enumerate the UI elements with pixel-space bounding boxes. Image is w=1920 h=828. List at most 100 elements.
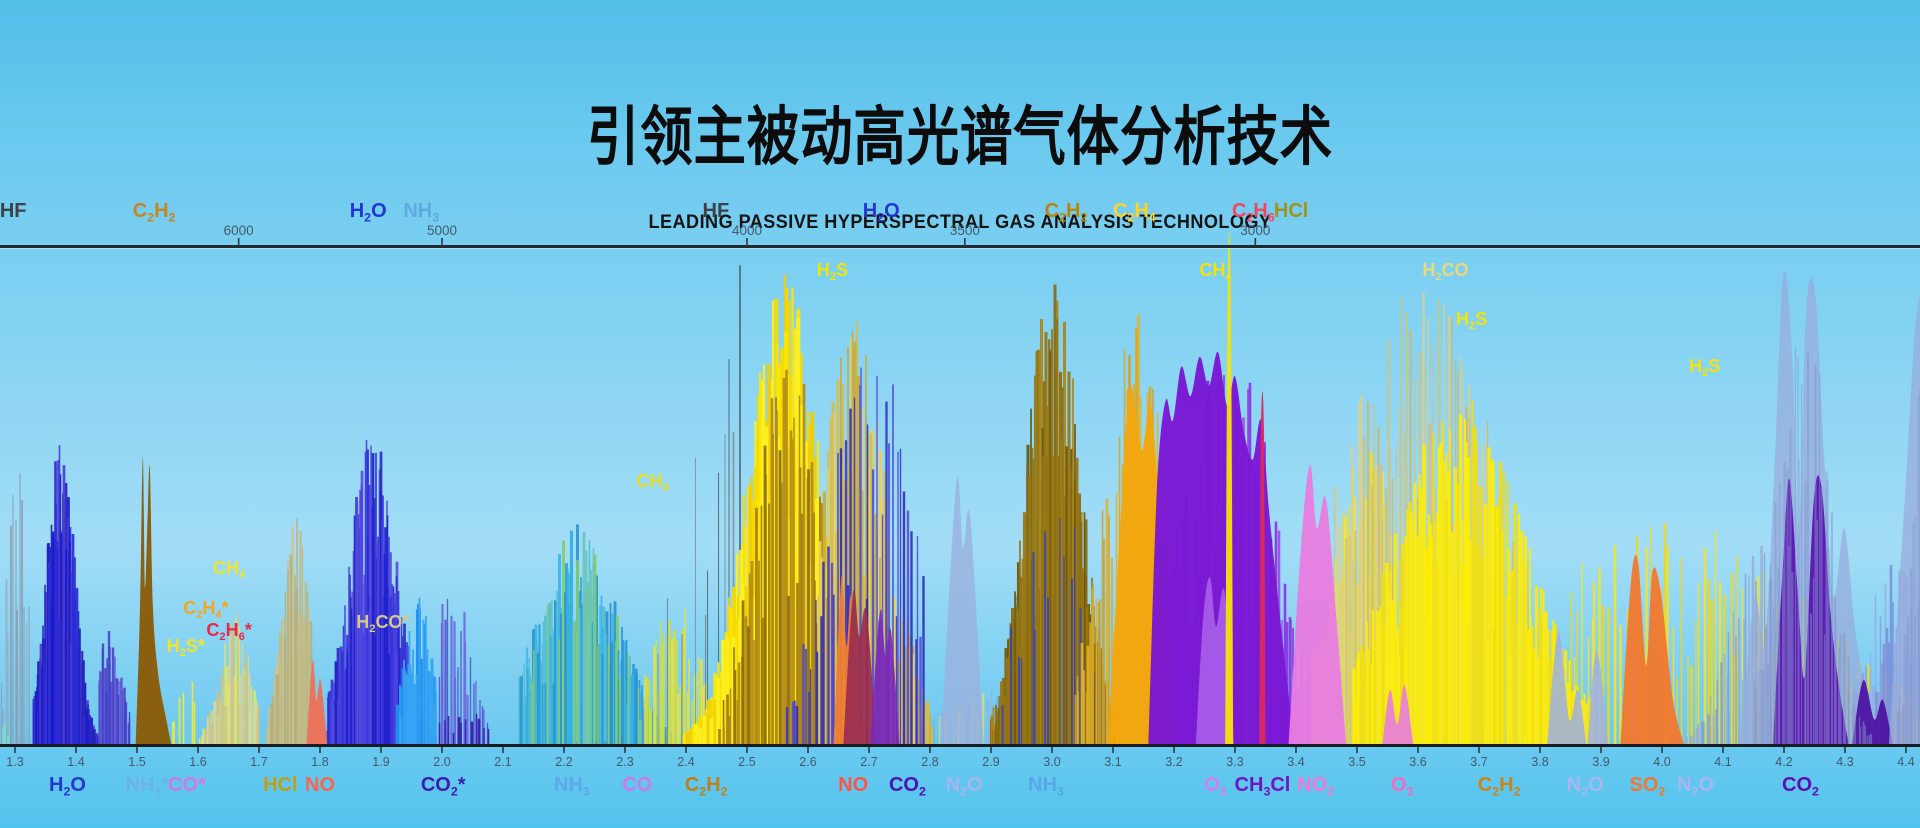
gas-label: N2O: [1677, 774, 1714, 798]
gas-label: C2H2: [685, 774, 728, 798]
gas-label: H2CO*: [356, 612, 409, 635]
spectral-line-band: [706, 359, 757, 744]
top-axis-tick-label: 6000: [224, 223, 254, 238]
bottom-axis-tick-label: 1.3: [6, 755, 23, 769]
gas-label: N2O: [946, 774, 983, 798]
spectral-line-band: [7, 735, 10, 744]
gas-label: NO2: [1297, 774, 1334, 798]
bottom-axis-tick-label: 1.6: [189, 755, 206, 769]
spectral-fill-band: [1888, 295, 1920, 744]
bottom-axis-tick-label: 2.9: [982, 755, 999, 769]
gas-label: C2H2: [1478, 774, 1521, 798]
spectral-fill-band: [1288, 464, 1346, 744]
bottom-axis-tick-label: 3.7: [1470, 755, 1487, 769]
gas-label: CH3Cl: [1235, 774, 1291, 798]
spectral-fill-band: [870, 609, 900, 744]
gas-label: O3: [1391, 774, 1414, 798]
top-axis-highlight: [0, 248, 1920, 249]
bottom-axis-tick-label: 1.5: [128, 755, 145, 769]
bottom-axis-tick-label: 2.2: [555, 755, 572, 769]
spectral-line-band: [620, 598, 707, 744]
spectral-fill-band: [1620, 554, 1684, 744]
top-axis-tick-label: 4000: [732, 223, 762, 238]
spectral-line-band: [785, 401, 888, 744]
spectral-line-band: [398, 658, 436, 744]
spectral-fill-band: [1148, 351, 1295, 744]
bottom-axis-tick-label: 2.8: [921, 755, 938, 769]
gas-label: H2O: [350, 200, 387, 224]
bottom-axis-tick-label: 3.8: [1531, 755, 1548, 769]
spectral-line-band: [648, 621, 694, 744]
gas-label: CO*: [168, 774, 206, 796]
bottom-axis-tick-label: 3.6: [1409, 755, 1426, 769]
gas-label: C2H4: [1113, 200, 1156, 224]
gas-label: CO2*: [421, 774, 466, 798]
gas-label: CH4: [1199, 260, 1232, 283]
gas-label: CO2: [1782, 774, 1819, 798]
gas-label: N2O: [1567, 774, 1604, 798]
gas-label: H2O: [863, 200, 900, 224]
spectral-line-band: [9, 500, 24, 744]
bottom-axis-tick-label: 1.7: [250, 755, 267, 769]
gas-label: CH4: [636, 471, 669, 494]
spectral-line-band: [1701, 619, 1788, 744]
spectral-line-band: [808, 384, 902, 744]
spectral-fill-band: [1382, 685, 1414, 744]
bottom-axis-tick-label: 1.4: [67, 755, 84, 769]
bottom-axis-tick-label: 2.3: [616, 755, 633, 769]
gas-label: H2CO: [1422, 260, 1468, 283]
gas-label: CO2: [889, 774, 926, 798]
gas-label: H2S: [817, 260, 848, 283]
bottom-axis-tick-label: 4.4: [1897, 755, 1914, 769]
bottom-axis-tick-label: 3.3: [1226, 755, 1243, 769]
gas-label: C2H6*: [206, 620, 251, 643]
bottom-axis-tick-label: 3.0: [1043, 755, 1060, 769]
bottom-axis-tick-label: 1.9: [372, 755, 389, 769]
spectral-fill-band: [1225, 231, 1234, 745]
spectral-line-band: [441, 604, 485, 744]
bottom-axis-tick-label: 4.0: [1653, 755, 1670, 769]
spectral-line-band: [178, 681, 196, 744]
spectral-line-band: [653, 638, 707, 744]
top-axis-line: [0, 245, 1920, 248]
spectral-line-band: [577, 531, 670, 744]
spectral-fill-band: [1852, 680, 1893, 744]
gas-label: H2S: [1689, 356, 1720, 379]
spectral-bands: [0, 231, 1920, 745]
gas-label: CO: [622, 774, 652, 796]
bottom-axis-tick-label: 2.6: [799, 755, 816, 769]
gas-label: C2H2: [1045, 200, 1088, 224]
inplot-labels: H2S CH4 H2CO H2S H2S CH4 CH4 C2H4*C2H6*H2S* H2CO…: [167, 260, 1721, 659]
gas-label: SO2: [1629, 774, 1665, 798]
top-axis-tick-label: 3500: [950, 223, 980, 238]
gas-label: HF: [0, 200, 27, 222]
spectral-fill-band: [1547, 631, 1587, 744]
gas-label: O3: [1204, 774, 1227, 798]
spectral-line-band: [2, 723, 6, 744]
spectral-line-band: [1020, 518, 1107, 744]
spectral-fill-band: [306, 659, 328, 744]
spectral-line-band: [7, 622, 28, 744]
gas-label: NH3: [1028, 774, 1064, 798]
gas-label: HF: [703, 200, 730, 222]
spectral-fill-band: [1259, 391, 1266, 744]
spectral-line-band: [206, 642, 255, 744]
bottom-axis-line: [0, 744, 1920, 747]
spectral-line-band: [457, 717, 481, 744]
bottom-axis-tick-label: 2.1: [494, 755, 511, 769]
bottom-axis-tick-label: 2.4: [677, 755, 694, 769]
top-axis-tick-label: 5000: [427, 223, 457, 238]
spectral-line-band: [741, 445, 833, 744]
gas-label: C2H6: [1232, 200, 1275, 224]
spectral-line-band: [575, 434, 726, 744]
bottom-axis-tick-label: 3.1: [1104, 755, 1121, 769]
page-subtitle: LEADING PASSIVE HYPERSPECTRAL GAS ANALYS…: [648, 212, 1272, 233]
gas-label: HCl: [263, 774, 297, 796]
gas-label: O2: [0, 774, 1, 798]
spectral-fill-band: [843, 588, 877, 744]
bottom-axis-tick-label: 3.5: [1348, 755, 1365, 769]
top-axis: 6000 5000 4000 3500 3000 HF C2H2 H2O NH3 HF H2O C2H…: [0, 200, 1920, 249]
spectral-line-band: [216, 612, 259, 744]
bottom-axis-tick-label: 3.4: [1287, 755, 1304, 769]
